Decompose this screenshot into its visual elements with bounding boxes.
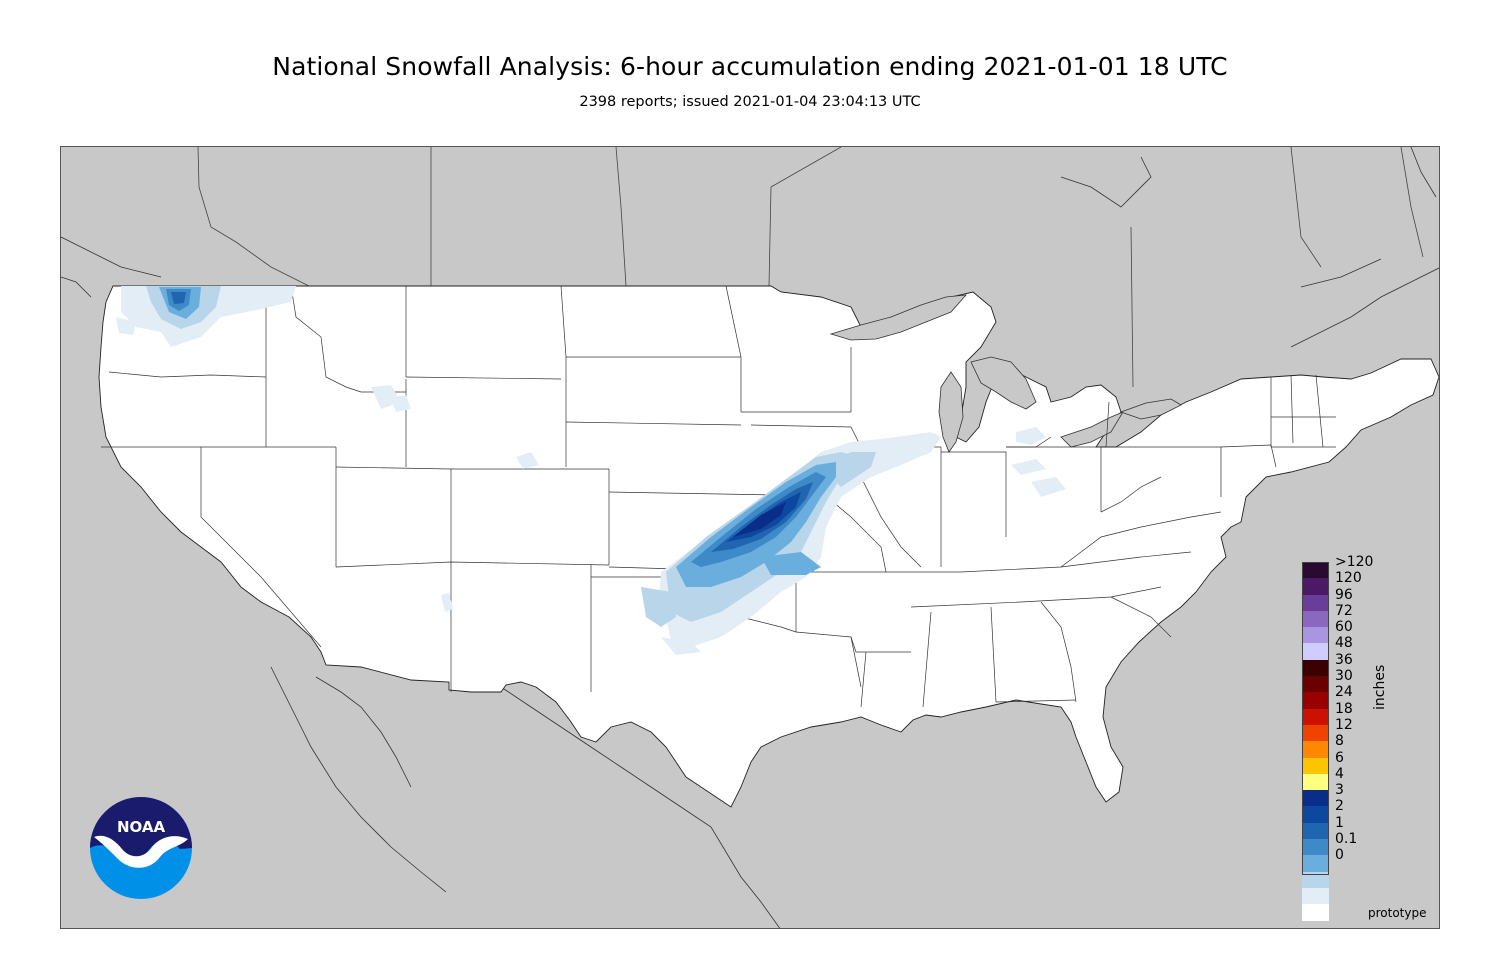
legend-entry — [1302, 871, 1422, 888]
legend-swatch — [1302, 659, 1329, 677]
legend-entry: 2 — [1302, 798, 1422, 823]
legend-swatch — [1302, 839, 1329, 856]
legend-swatch — [1302, 822, 1329, 840]
legend-swatch — [1302, 790, 1329, 807]
legend-entry: 0.1 — [1302, 831, 1422, 856]
legend-label: 2 — [1335, 798, 1344, 815]
legend-entry: 96 — [1302, 587, 1422, 611]
legend-label: 1 — [1335, 814, 1344, 831]
legend-label: 12 — [1335, 716, 1353, 733]
legend-swatch — [1302, 578, 1329, 595]
legend-swatch — [1302, 773, 1329, 791]
legend-entry: 6 — [1302, 750, 1422, 774]
legend-entry — [1302, 904, 1422, 921]
legend-entry: >120 — [1302, 554, 1422, 579]
legend-entry: 0 — [1302, 847, 1422, 872]
legend-entry: 12 — [1302, 717, 1422, 742]
legend-swatch — [1302, 806, 1329, 823]
snowfall-map[interactable] — [60, 146, 1440, 929]
legend-label: >120 — [1335, 554, 1374, 570]
snow-area-scattered — [391, 395, 539, 612]
legend-entry: 8 — [1302, 733, 1422, 758]
noaa-logo-icon: NOAA — [90, 797, 192, 899]
legend-entry: 4 — [1302, 766, 1422, 791]
coastlines — [61, 147, 1439, 928]
snow-area-plains — [641, 432, 941, 655]
legend-label: 120 — [1335, 570, 1362, 587]
legend-label: 24 — [1335, 684, 1353, 701]
legend-entry: 24 — [1302, 684, 1422, 709]
legend-label: 0.1 — [1335, 831, 1358, 848]
legend-swatch — [1302, 562, 1329, 579]
legend-swatch — [1302, 871, 1329, 888]
legend-entry: 60 — [1302, 619, 1422, 644]
map-subtitle: 2398 reports; issued 2021-01-04 23:04:13… — [579, 94, 921, 110]
noaa-logo-text: NOAA — [117, 818, 166, 836]
legend-swatch — [1302, 887, 1329, 905]
legend-entry: 1 — [1302, 815, 1422, 840]
legend-label: 72 — [1335, 602, 1353, 619]
legend-swatch — [1302, 594, 1329, 611]
legend-label: 96 — [1335, 586, 1353, 603]
legend-label: 0 — [1335, 847, 1344, 864]
legend-entry: 48 — [1302, 635, 1422, 660]
legend-label: 3 — [1335, 782, 1344, 799]
legend-units-label: inches — [1372, 664, 1388, 710]
legend-swatch — [1302, 610, 1329, 628]
legend-entry: 3 — [1302, 782, 1422, 807]
legend-entry: 72 — [1302, 603, 1422, 628]
legend-label: 30 — [1335, 668, 1353, 685]
legend-swatch — [1302, 676, 1329, 693]
legend-label: 36 — [1335, 651, 1353, 668]
prototype-note: prototype — [1368, 906, 1427, 920]
map-title: National Snowfall Analysis: 6-hour accum… — [272, 52, 1228, 81]
legend-swatch — [1302, 627, 1329, 644]
legend-entry: 18 — [1302, 701, 1422, 725]
color-legend: >120 120 96 72 60 48 36 30 24 18 12 8 6 4 3 2 1 0.1 0 — [1302, 554, 1422, 921]
legend-entry: 120 — [1302, 570, 1422, 595]
legend-swatch — [1302, 692, 1329, 709]
legend-swatch — [1302, 643, 1329, 660]
legend-swatch — [1302, 855, 1329, 872]
legend-entry: 36 — [1302, 652, 1422, 677]
legend-entry: 30 — [1302, 668, 1422, 693]
legend-swatch — [1302, 741, 1329, 758]
state-borders — [101, 285, 1336, 708]
legend-label: 6 — [1335, 749, 1344, 766]
legend-entry — [1302, 887, 1422, 905]
legend-label: 8 — [1335, 733, 1344, 750]
snow-area-ohio — [1011, 427, 1066, 497]
legend-label: 60 — [1335, 619, 1353, 636]
legend-swatch — [1302, 904, 1329, 921]
legend-label: 4 — [1335, 765, 1344, 782]
legend-label: 48 — [1335, 635, 1353, 652]
legend-swatch — [1302, 757, 1329, 774]
legend-swatch — [1302, 708, 1329, 725]
legend-label: 18 — [1335, 700, 1353, 717]
neighbor-borders — [197, 147, 1424, 388]
legend-swatch — [1302, 724, 1329, 742]
